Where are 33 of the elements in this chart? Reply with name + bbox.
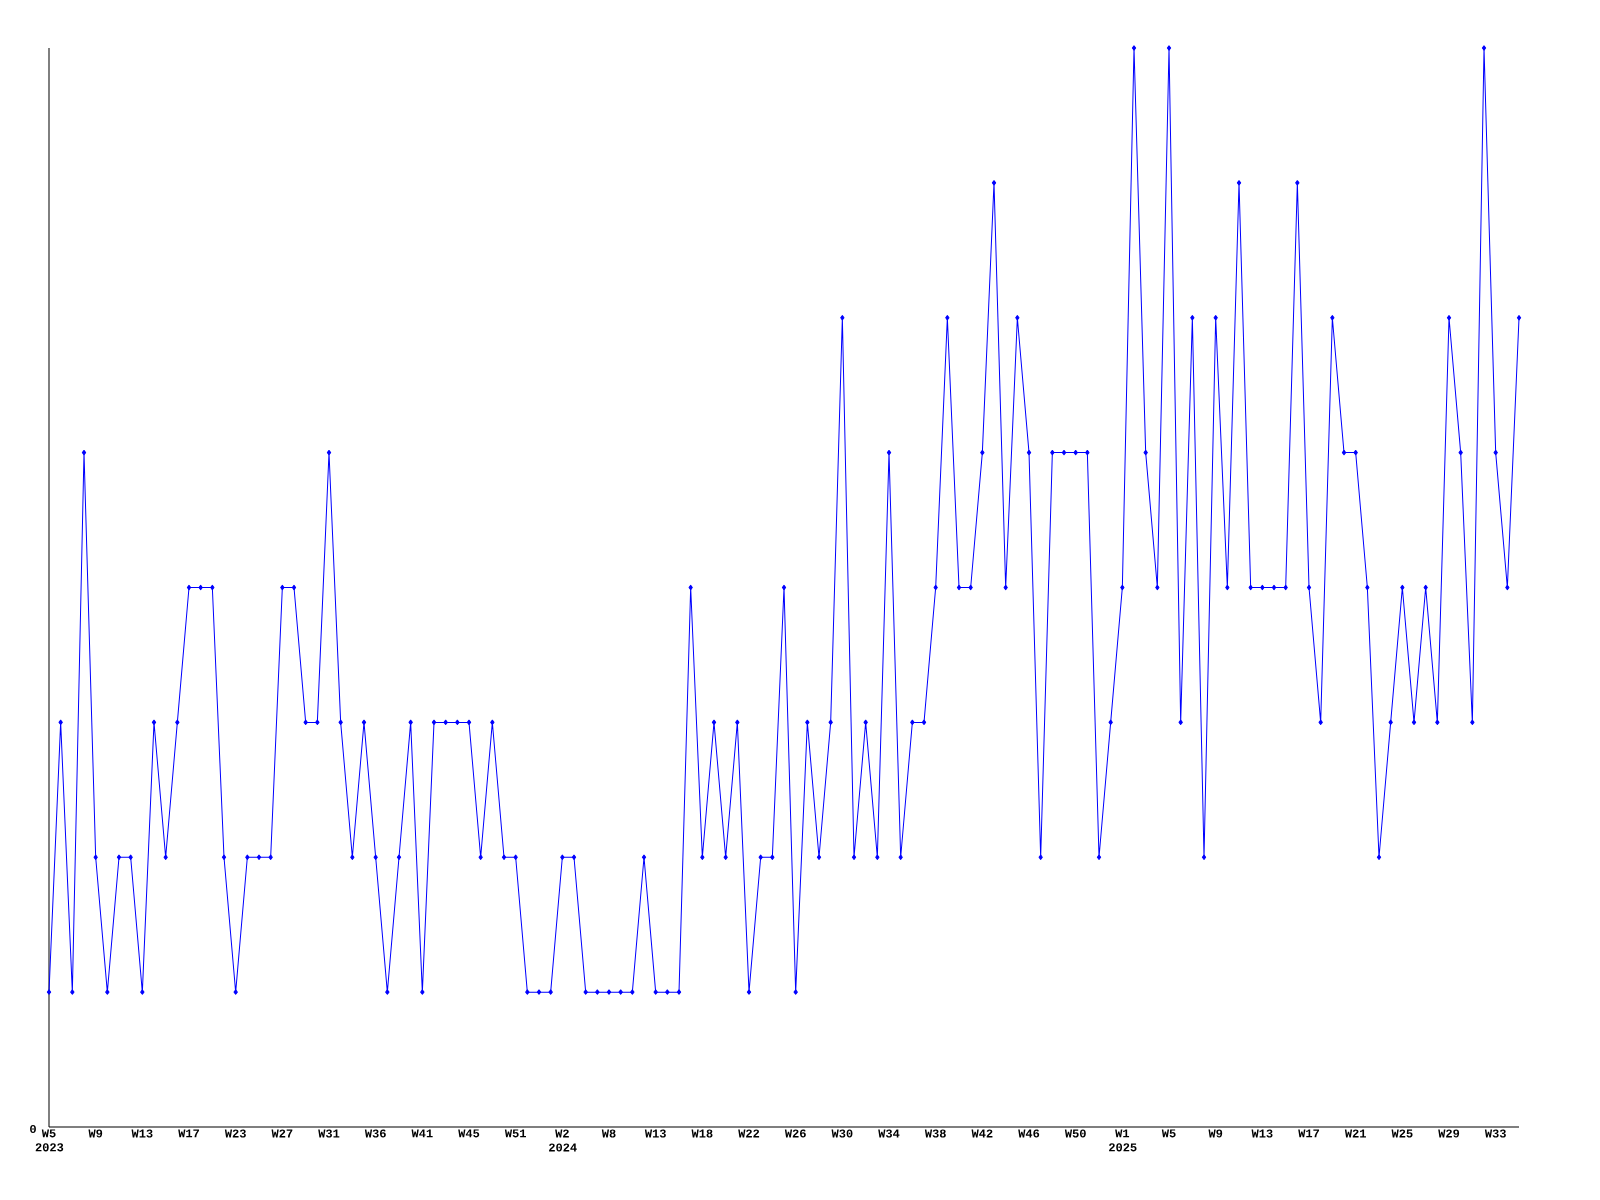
x-tick-label: W41 bbox=[411, 1129, 433, 1138]
x-tick-label: W18 bbox=[691, 1129, 713, 1138]
x-tick-label: W13 bbox=[131, 1129, 153, 1138]
x-tick-label: W5 2023 bbox=[35, 1129, 64, 1152]
x-tick-label: W2 2024 bbox=[549, 1129, 577, 1152]
x-tick-label: W1 2025 bbox=[1109, 1129, 1137, 1152]
x-tick-label: W13 bbox=[1251, 1129, 1273, 1138]
x-tick-label: W26 bbox=[784, 1129, 806, 1138]
x-tick-label: W17 bbox=[178, 1129, 199, 1138]
x-tick-label: W30 bbox=[831, 1129, 853, 1138]
x-tick-label: W34 bbox=[878, 1129, 900, 1138]
x-tick-label: W38 bbox=[924, 1129, 946, 1138]
x-tick-label: W50 bbox=[1064, 1129, 1086, 1138]
x-tick-label: W5 bbox=[1161, 1129, 1176, 1138]
x-tick-label: W9 bbox=[88, 1129, 103, 1138]
x-tick-label: W36 bbox=[364, 1129, 386, 1138]
text: 0 bbox=[30, 1124, 36, 1134]
x-tick-label: W9 bbox=[1208, 1129, 1223, 1138]
x-tick-label: W25 bbox=[1391, 1129, 1413, 1138]
x-tick-label: W31 bbox=[318, 1129, 340, 1138]
x-tick-label: W42 bbox=[971, 1129, 993, 1138]
x-tick-label: W17 bbox=[1298, 1129, 1320, 1138]
x-tick-label: W46 bbox=[1018, 1129, 1040, 1138]
x-tick-label: W8 bbox=[601, 1129, 616, 1138]
x-tick-label: W51 bbox=[504, 1129, 526, 1138]
x-tick-label: W33 bbox=[1484, 1129, 1506, 1138]
x-tick-label: W27 bbox=[271, 1129, 293, 1138]
x-tick-label: W21 bbox=[1344, 1129, 1366, 1138]
x-tick-label: W29 bbox=[1438, 1129, 1460, 1138]
x-tick-label: W22 bbox=[738, 1129, 760, 1138]
x-tick-label: W23 bbox=[224, 1129, 246, 1138]
x-tick-label: W45 bbox=[458, 1129, 480, 1138]
x-tick-label: W13 bbox=[644, 1129, 666, 1138]
